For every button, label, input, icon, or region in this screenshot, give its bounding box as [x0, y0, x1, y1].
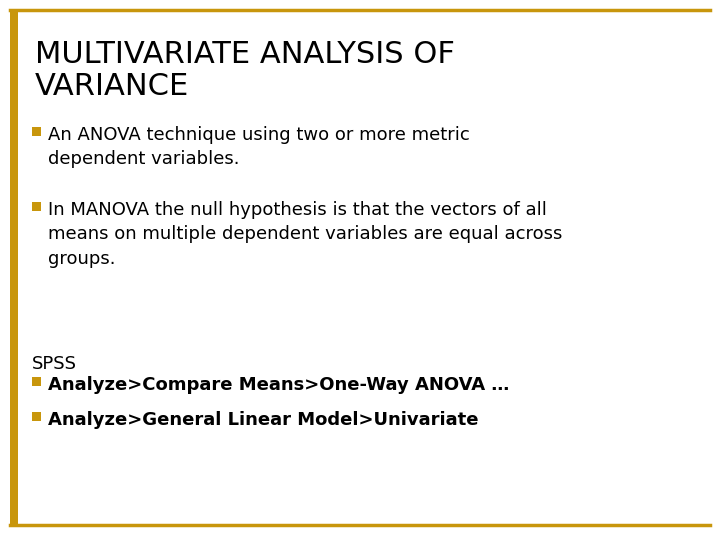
Text: Analyze>General Linear Model>Univariate: Analyze>General Linear Model>Univariate	[48, 411, 479, 429]
Text: SPSS: SPSS	[32, 355, 77, 373]
Text: MULTIVARIATE ANALYSIS OF: MULTIVARIATE ANALYSIS OF	[35, 40, 455, 69]
Bar	[32, 377, 41, 386]
Text: In MANOVA the null hypothesis is that the vectors of all
means on multiple depen: In MANOVA the null hypothesis is that th…	[48, 201, 562, 268]
Text: VARIANCE: VARIANCE	[35, 72, 189, 101]
Text: An ANOVA technique using two or more metric
dependent variables.: An ANOVA technique using two or more met…	[48, 126, 469, 168]
Text: Analyze>Compare Means>One-Way ANOVA …: Analyze>Compare Means>One-Way ANOVA …	[48, 376, 509, 394]
Bar	[10, 10, 18, 525]
Bar	[32, 412, 41, 421]
Bar	[32, 127, 41, 136]
Bar	[32, 202, 41, 211]
